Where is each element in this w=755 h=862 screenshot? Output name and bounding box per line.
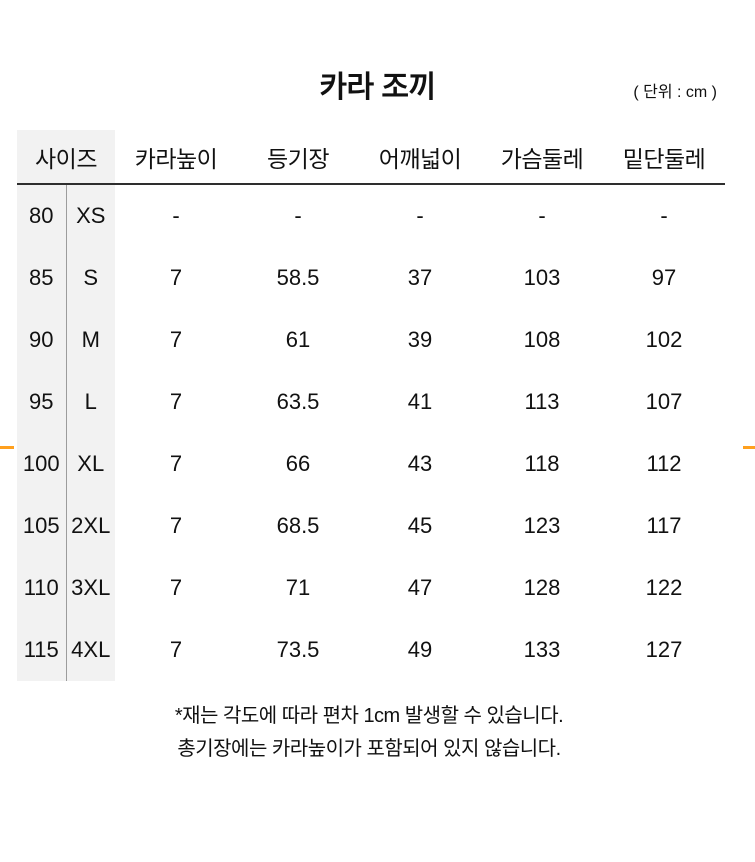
- value-cell: 45: [407, 513, 433, 538]
- value-cell: 113: [524, 389, 560, 414]
- size-label-cell: S: [66, 247, 116, 309]
- value-cell: 7: [169, 575, 183, 600]
- value-cell: 7: [169, 637, 183, 662]
- value-cell: 123: [523, 513, 561, 538]
- size-label-cell: XL: [66, 433, 116, 495]
- value-cell: 66: [285, 451, 311, 476]
- value-cell: -: [538, 203, 546, 228]
- value-cell: -: [294, 203, 302, 228]
- size-number-cell: 100: [17, 433, 67, 495]
- table-row: 110 3XL 7 71 47 128 122: [17, 557, 725, 619]
- size-number-cell: 110: [17, 557, 67, 619]
- size-number-cell: 105: [17, 495, 67, 557]
- value-cell: 7: [169, 513, 183, 538]
- value-cell: 7: [169, 265, 183, 290]
- table-row: 105 2XL 7 68.5 45 123 117: [17, 495, 725, 557]
- size-number-cell: 115: [17, 619, 67, 681]
- chart-title: 카라 조끼: [319, 71, 436, 104]
- value-cell: 37: [407, 265, 433, 290]
- value-cell: 39: [407, 327, 433, 352]
- value-cell: 71: [285, 575, 311, 600]
- col-header-collar-height: 카라높이: [134, 145, 218, 172]
- col-header-back-length: 등기장: [267, 145, 329, 172]
- value-cell: 117: [646, 513, 682, 538]
- size-number-cell: 85: [17, 247, 67, 309]
- value-cell: -: [416, 203, 424, 228]
- right-slice-mark: [743, 446, 755, 449]
- value-cell: 97: [651, 265, 677, 290]
- value-cell: 61: [285, 327, 311, 352]
- note-line-1: *재는 각도에 따라 편차 1cm 발생할 수 있습니다.: [174, 705, 564, 727]
- size-label-cell: 4XL: [66, 619, 116, 681]
- col-header-size: 사이즈: [17, 130, 116, 184]
- value-cell: 108: [523, 327, 561, 352]
- value-cell: 73.5: [276, 637, 320, 662]
- unit-label: ( 단위 : cm ): [633, 84, 717, 101]
- value-cell: 58.5: [276, 265, 320, 290]
- size-label-cell: XS: [66, 184, 116, 247]
- table-row: 85 S 7 58.5 37 103 97: [17, 247, 725, 309]
- table-row: 115 4XL 7 73.5 49 133 127: [17, 619, 725, 681]
- value-cell: 107: [645, 389, 683, 414]
- value-cell: 7: [169, 327, 183, 352]
- value-cell: -: [660, 203, 668, 228]
- value-cell: 7: [169, 389, 183, 414]
- left-slice-mark: [0, 446, 14, 449]
- size-number-cell: 90: [17, 309, 67, 371]
- value-cell: -: [172, 203, 180, 228]
- value-cell: 133: [523, 637, 561, 662]
- value-cell: 47: [407, 575, 433, 600]
- value-cell: 103: [523, 265, 561, 290]
- size-label-cell: L: [66, 371, 116, 433]
- header-row: 사이즈 카라높이 등기장 어깨넓이 가슴둘레 밑단둘레: [17, 130, 726, 184]
- note-line-2: 총기장에는 카라높이가 포함되어 있지 않습니다.: [177, 738, 561, 760]
- col-header-hem: 밑단둘레: [622, 145, 706, 172]
- size-label-cell: M: [66, 309, 116, 371]
- size-number-cell: 80: [17, 184, 67, 247]
- value-cell: 112: [646, 451, 682, 476]
- value-cell: 128: [523, 575, 561, 600]
- table-row: 100 XL 7 66 43 118 112: [17, 433, 725, 495]
- size-label-cell: 3XL: [66, 557, 116, 619]
- value-cell: 127: [645, 637, 683, 662]
- measurement-notes: *재는 각도에 따라 편차 1cm 발생할 수 있습니다. 총기장에는 카라높이…: [0, 700, 738, 766]
- value-cell: 102: [645, 327, 683, 352]
- table-row: 95 L 7 63.5 41 113 107: [17, 371, 725, 433]
- size-number-cell: 95: [17, 371, 67, 433]
- col-header-shoulder-width: 어깨넓이: [378, 145, 462, 172]
- value-cell: 7: [169, 451, 183, 476]
- value-cell: 68.5: [276, 513, 320, 538]
- value-cell: 63.5: [276, 389, 320, 414]
- value-cell: 43: [407, 451, 433, 476]
- col-header-chest: 가슴둘레: [500, 145, 584, 172]
- size-label-cell: 2XL: [66, 495, 116, 557]
- value-cell: 122: [645, 575, 683, 600]
- value-cell: 49: [407, 637, 433, 662]
- size-chart-table: 사이즈 카라높이 등기장 어깨넓이 가슴둘레 밑단둘레 80 XS - - - …: [17, 130, 726, 681]
- value-cell: 41: [407, 389, 433, 414]
- table-row: 80 XS - - - - -: [17, 184, 725, 247]
- table-row: 90 M 7 61 39 108 102: [17, 309, 725, 371]
- value-cell: 118: [524, 451, 560, 476]
